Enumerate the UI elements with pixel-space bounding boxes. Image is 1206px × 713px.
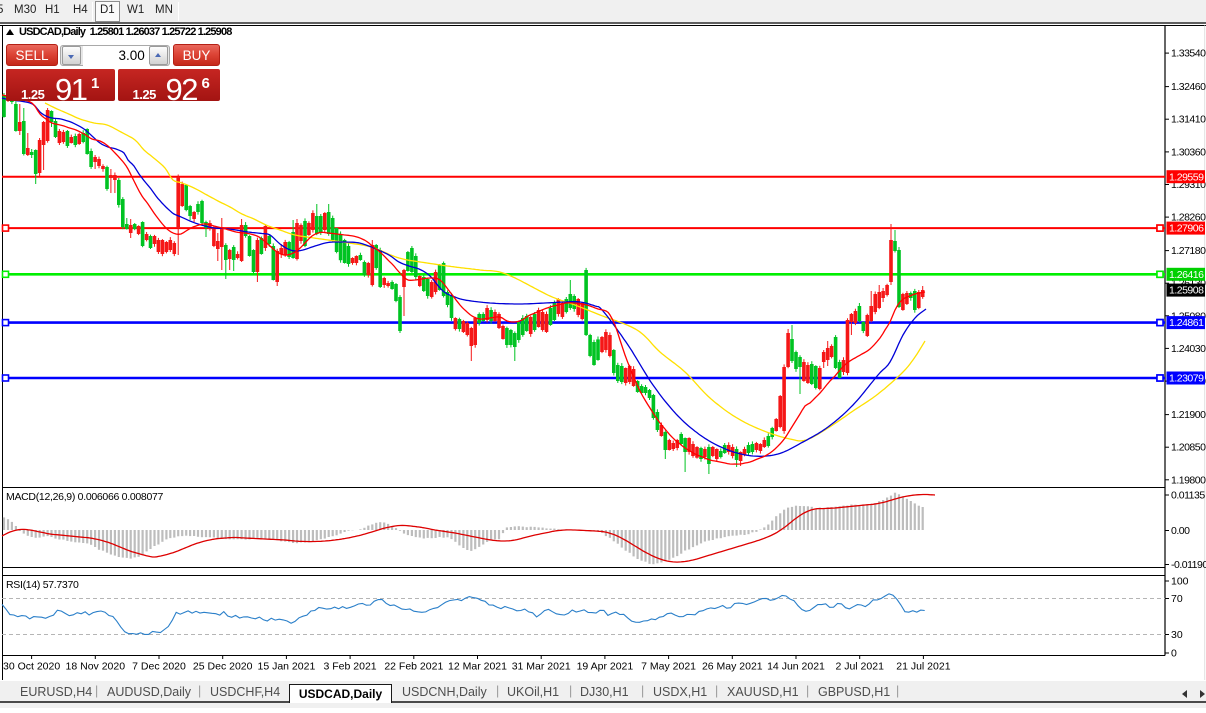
svg-text:18 Nov 2020: 18 Nov 2020 xyxy=(66,661,126,673)
svg-text:1.24861: 1.24861 xyxy=(1169,317,1204,329)
svg-text:19 Apr 2021: 19 Apr 2021 xyxy=(577,661,634,673)
svg-text:26 May 2021: 26 May 2021 xyxy=(702,661,763,673)
svg-text:15 Jan 2021: 15 Jan 2021 xyxy=(257,661,315,673)
svg-text:1.33540: 1.33540 xyxy=(1171,48,1206,60)
svg-text:RSI(14) 57.7370: RSI(14) 57.7370 xyxy=(6,579,79,591)
svg-text:1.25908: 1.25908 xyxy=(1169,285,1204,297)
svg-text:1.31410: 1.31410 xyxy=(1171,114,1206,126)
svg-text:0: 0 xyxy=(1171,648,1177,660)
svg-text:1.28260: 1.28260 xyxy=(1171,212,1206,224)
svg-text:30 Oct 2020: 30 Oct 2020 xyxy=(3,661,60,673)
svg-text:100: 100 xyxy=(1171,576,1189,588)
svg-text:MACD(12,26,9) 0.006066 0.00807: MACD(12,26,9) 0.006066 0.008077 xyxy=(6,491,164,503)
svg-text:25 Dec 2020: 25 Dec 2020 xyxy=(193,661,253,673)
svg-text:1.24030: 1.24030 xyxy=(1171,343,1206,355)
svg-text:22 Feb 2021: 22 Feb 2021 xyxy=(384,661,443,673)
svg-text:31 Mar 2021: 31 Mar 2021 xyxy=(512,661,571,673)
svg-text:1.27180: 1.27180 xyxy=(1171,245,1206,257)
svg-text:30: 30 xyxy=(1171,629,1183,641)
svg-text:12 Mar 2021: 12 Mar 2021 xyxy=(448,661,507,673)
svg-text:1.27906: 1.27906 xyxy=(1169,223,1204,235)
svg-text:0.01135: 0.01135 xyxy=(1171,490,1205,502)
svg-text:7 Dec 2020: 7 Dec 2020 xyxy=(132,661,186,673)
svg-text:1.21900: 1.21900 xyxy=(1171,409,1206,421)
svg-text:-0.01190: -0.01190 xyxy=(1171,559,1206,571)
svg-text:14 Jun 2021: 14 Jun 2021 xyxy=(767,661,825,673)
svg-text:1.19800: 1.19800 xyxy=(1171,474,1206,486)
svg-text:7 May 2021: 7 May 2021 xyxy=(641,661,696,673)
svg-text:3 Feb 2021: 3 Feb 2021 xyxy=(324,661,377,673)
svg-text:1.32460: 1.32460 xyxy=(1171,81,1206,93)
svg-text:1.29559: 1.29559 xyxy=(1169,171,1204,183)
svg-text:1.20850: 1.20850 xyxy=(1171,442,1206,454)
svg-text:2 Jul 2021: 2 Jul 2021 xyxy=(835,661,884,673)
svg-text:21 Jul 2021: 21 Jul 2021 xyxy=(896,661,950,673)
svg-text:0.00: 0.00 xyxy=(1171,525,1190,537)
svg-text:1.23079: 1.23079 xyxy=(1169,373,1204,385)
svg-text:70: 70 xyxy=(1171,593,1183,605)
svg-text:1.26416: 1.26416 xyxy=(1169,269,1204,281)
svg-text:1.30360: 1.30360 xyxy=(1171,146,1206,158)
